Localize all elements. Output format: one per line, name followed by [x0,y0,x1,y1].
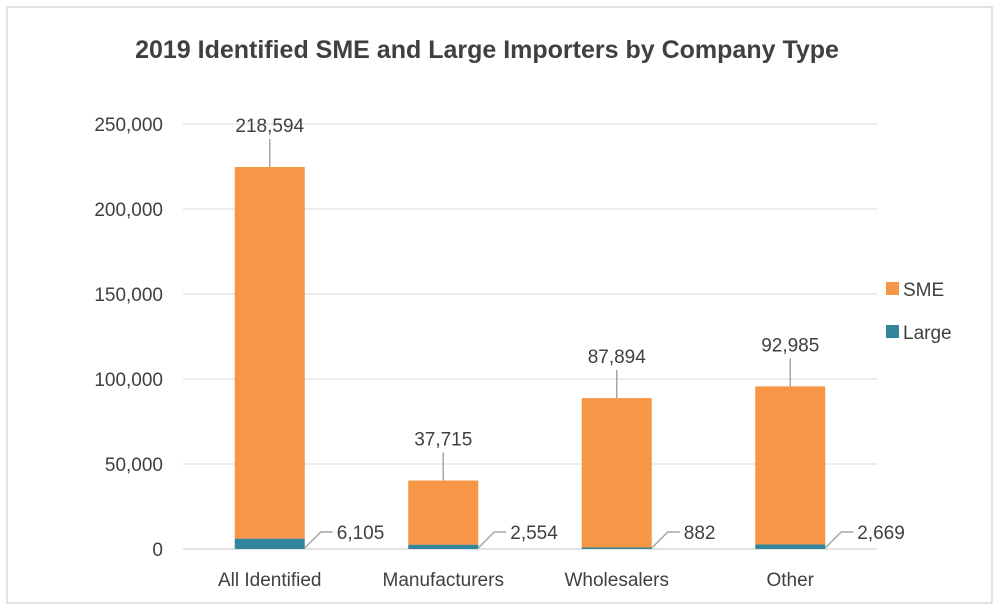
large-leader-line [304,531,333,549]
large-leader-line [651,531,680,549]
category-label: Manufacturers [383,570,504,591]
legend-swatch-large [886,325,899,338]
bar-large [755,544,826,549]
y-axis-ticks: 0 50,000 100,000 150,000 200,000 250,000 [94,115,163,561]
y-tick-label: 50,000 [105,455,163,476]
bar-sme [581,398,652,548]
y-tick-label: 150,000 [94,285,163,306]
sme-data-label: 218,594 [235,116,304,137]
bars [234,167,826,549]
category-label: Wholesalers [564,570,669,591]
legend-label-large: Large [903,323,952,344]
category-label: All Identified [218,570,322,591]
category-label: Other [766,570,814,591]
y-tick-label: 250,000 [94,115,163,136]
category-labels: All Identified Manufacturers Wholesalers Ot… [218,570,815,591]
y-tick-label: 0 [152,540,163,561]
large-data-label: 882 [684,523,716,544]
legend-label-sme: SME [903,280,944,301]
leader-lines [269,139,854,549]
sme-data-label: 37,715 [414,430,472,451]
y-tick-label: 200,000 [94,200,163,221]
sme-data-label: 87,894 [588,347,647,368]
large-data-label: 2,669 [857,523,905,544]
bar-large [234,538,305,549]
bar-sme [755,386,826,545]
sme-data-label: 92,985 [761,335,819,356]
bar-sme [408,480,479,545]
bar-large [581,547,652,549]
legend: SME Large [886,280,952,344]
y-tick-label: 100,000 [94,370,163,391]
data-labels: 218,594 6,105 37,715 2,554 87,894 882 92,985 2,… [235,116,904,544]
large-leader-line [824,531,854,549]
large-leader-line [477,531,507,549]
large-data-label: 6,105 [337,523,385,544]
bar-large [408,544,479,549]
chart-title: 2019 Identified SME and Large Importers … [135,36,839,64]
chart-border [6,6,993,604]
legend-swatch-sme [886,282,899,295]
bar-sme [234,167,305,539]
large-data-label: 2,554 [510,523,558,544]
